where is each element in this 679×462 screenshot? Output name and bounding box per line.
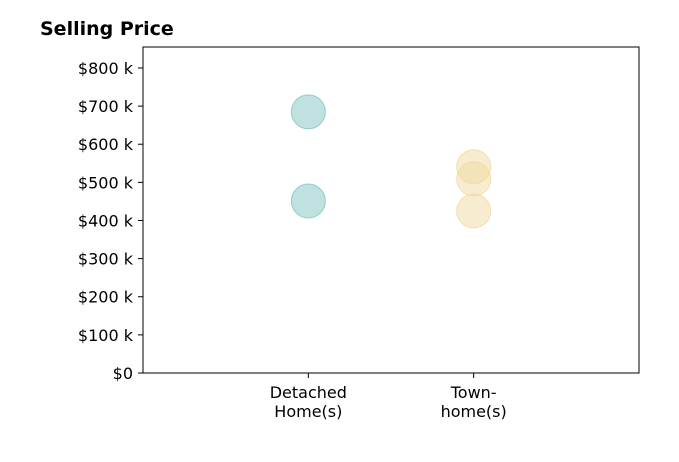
y-tick-label: $300 k xyxy=(78,250,134,269)
point xyxy=(290,94,326,130)
y-tick-label: $800 k xyxy=(78,59,134,78)
plot-frame xyxy=(142,46,640,374)
x-tick-label: Detached Home(s) xyxy=(270,383,347,421)
x-tick-label: Town-home(s) xyxy=(441,383,507,421)
y-tick-label: $700 k xyxy=(78,97,134,116)
y-tick-label: $500 k xyxy=(78,173,134,192)
point xyxy=(456,161,492,197)
point xyxy=(456,193,492,229)
chart-title: Selling Price xyxy=(40,18,174,40)
y-tick-label: $0 xyxy=(113,364,133,383)
y-tick-label: $600 k xyxy=(78,135,134,154)
y-tick-label: $100 k xyxy=(78,326,134,345)
y-tick-label: $400 k xyxy=(78,211,134,230)
y-tick-label: $200 k xyxy=(78,288,134,307)
point xyxy=(290,183,326,219)
